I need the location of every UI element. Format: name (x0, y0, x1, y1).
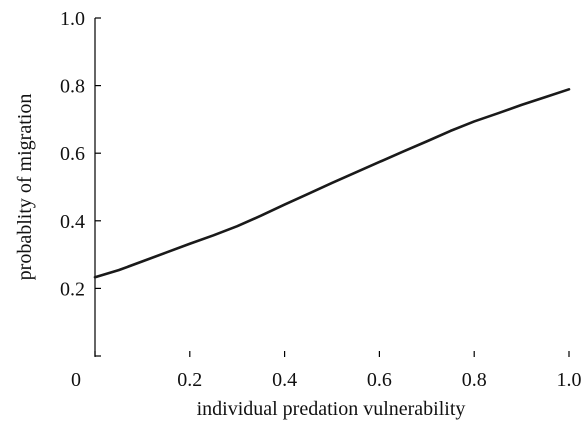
x-axis-title: individual predation vulnerability (197, 398, 466, 420)
x-tick-label: 0 (71, 369, 81, 391)
x-tick-label: 0.6 (367, 369, 392, 391)
x-tick-label: 0.2 (177, 369, 202, 391)
y-tick-label: 0.8 (60, 76, 85, 98)
y-tick-label: 0.2 (60, 278, 85, 300)
series-line-0 (93, 88, 571, 279)
y-tick-label: 0.6 (60, 143, 85, 165)
x-tick-label: 0.4 (272, 369, 297, 391)
series-layer (93, 88, 571, 279)
y-tick-label: 0.4 (60, 211, 85, 233)
x-tick-label: 0.8 (462, 369, 487, 391)
y-axis-title: probablity of migration (14, 94, 36, 281)
y-axis-ticks: 0.2 0.4 0.6 0.8 1.0 (60, 8, 101, 357)
y-tick-label: 1.0 (60, 8, 85, 30)
x-axis-ticks: 0 0.2 0.4 0.6 0.8 1.0 (71, 351, 582, 391)
x-tick-label: 1.0 (557, 369, 582, 391)
